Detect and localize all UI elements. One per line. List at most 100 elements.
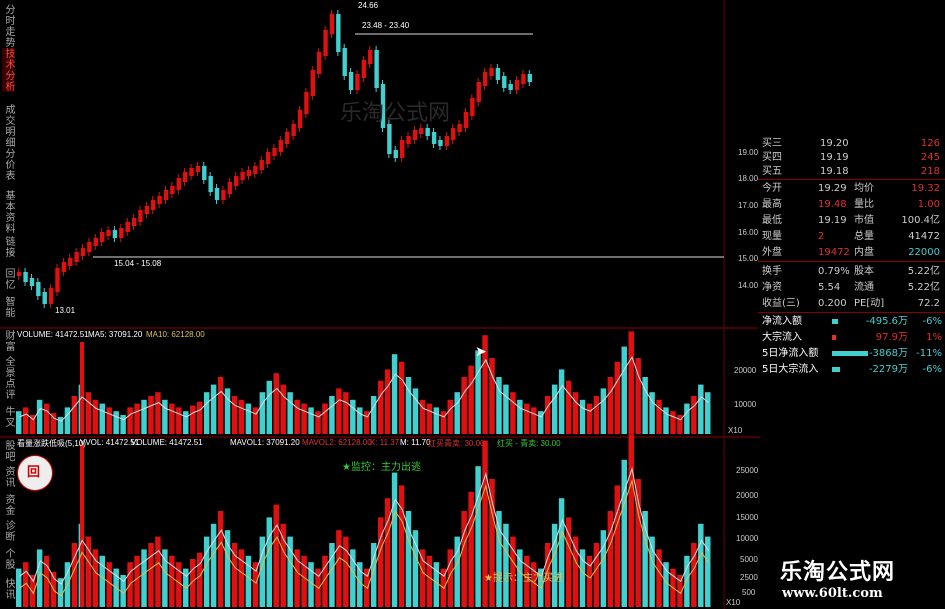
tab-7[interactable]: 智能 <box>3 296 14 318</box>
volume-bar <box>336 388 342 434</box>
volume-bar <box>141 399 147 434</box>
stat-value: 19.32 <box>911 183 940 194</box>
indicator-tick: 500 <box>742 588 756 597</box>
stat-label: 收益(三) <box>762 298 800 309</box>
candle-body <box>259 160 264 170</box>
tab-15[interactable]: 诊断 <box>3 520 14 542</box>
candle-body <box>291 124 296 136</box>
volume-bar <box>579 399 586 434</box>
tab-9[interactable]: 全景 <box>3 356 14 378</box>
k-readout: K: 11.37 <box>370 438 400 447</box>
flow-bar <box>832 335 836 340</box>
indicator-bar <box>454 536 460 607</box>
volume-bar <box>496 377 502 434</box>
flow-row: 大宗流入 97.9万 1% <box>762 330 944 345</box>
indicator-bar <box>294 549 300 607</box>
volume-bar <box>586 403 593 434</box>
indicator-bar <box>663 562 669 607</box>
flow-row: 5日大宗流入 -2279万 -6% <box>762 362 944 377</box>
tab-3[interactable]: 分价表 <box>3 148 14 181</box>
indicator-bar <box>245 555 252 607</box>
tab-10[interactable]: 点评 <box>3 378 14 400</box>
indicator-bar <box>496 511 502 607</box>
tab-14[interactable]: 资金 <box>3 494 14 516</box>
stat-row: 现量 2 总量 41472 <box>762 229 944 244</box>
indicator-bar <box>238 549 245 607</box>
indicator-bar <box>120 575 126 607</box>
candle-body <box>234 176 239 186</box>
candle-body <box>202 166 207 180</box>
candle-body <box>170 186 175 194</box>
volume-bar <box>565 380 572 434</box>
indicator-bar <box>677 575 683 607</box>
volume-bar <box>468 365 474 434</box>
tab-17[interactable]: 快讯 <box>3 578 14 600</box>
tab-8[interactable]: 财富 <box>3 330 14 352</box>
stat-label: 总量 <box>854 231 874 242</box>
candle-body <box>374 50 379 88</box>
stat-label: 换手 <box>762 266 782 277</box>
volume-bar <box>628 331 634 434</box>
volume-bar <box>663 407 669 434</box>
tab-5[interactable]: 链接 <box>3 236 14 258</box>
volume-ma-line <box>19 355 709 422</box>
indicator-bar <box>524 555 530 607</box>
volume-bar <box>266 380 273 434</box>
indicator-bar <box>565 517 572 607</box>
price-tick: 16.00 <box>738 228 759 237</box>
candle-body <box>17 272 22 276</box>
tab-12[interactable]: 股吧 <box>3 440 14 462</box>
indicator-bar <box>134 555 140 607</box>
tab-0[interactable]: 分时走势 <box>3 4 14 48</box>
stat-value: 1.00 <box>917 199 940 210</box>
quote-divider <box>758 179 945 180</box>
volume-bar <box>127 407 133 434</box>
tab-2[interactable]: 成交明细 <box>3 104 14 148</box>
volume-bar <box>600 388 607 434</box>
stat-value: 19.48 <box>818 199 847 210</box>
indicator-ma-line-1 <box>19 466 709 585</box>
indicator-bar <box>433 562 440 607</box>
flow-row: 净流入额 -495.6万 -6% <box>762 314 944 329</box>
tab-13[interactable]: 资讯 <box>3 466 14 488</box>
tab-16[interactable]: 个股 <box>3 548 14 570</box>
candle-body <box>323 30 328 56</box>
indicator-bar <box>635 479 641 607</box>
indicator-tick: 25000 <box>736 466 759 475</box>
candle-body <box>265 152 271 164</box>
volume-bar <box>238 399 245 434</box>
volume-tick: 10000 <box>734 400 757 409</box>
volume-bar <box>343 392 349 434</box>
volume-bar <box>322 403 328 434</box>
red-buy-readout: 红买青卖: 30.00 <box>428 439 485 448</box>
bid-price: 19.18 <box>820 166 849 177</box>
indicator-bar <box>426 555 433 607</box>
volume-bar <box>113 411 119 434</box>
indicator-bar <box>607 511 614 607</box>
tab-1[interactable]: 技术分析 <box>2 48 14 92</box>
indicator-bar <box>57 578 64 607</box>
candle-body <box>23 272 28 282</box>
indicator-bar <box>398 485 405 607</box>
volume-bar <box>315 411 321 434</box>
candle-body <box>304 92 309 114</box>
indicator-unit: X10 <box>726 598 741 607</box>
tab-6[interactable]: 回忆 <box>3 268 14 290</box>
indicator-bar <box>503 523 509 607</box>
flow-value: -2279万 <box>868 364 908 375</box>
candle-body <box>502 76 507 88</box>
flow-label: 5日净流入额 <box>762 348 819 359</box>
tab-11[interactable]: 牛叉 <box>3 406 14 428</box>
stat-label: 今开 <box>762 183 782 194</box>
tab-4[interactable]: 基本资料 <box>3 190 14 234</box>
flow-label: 大宗流入 <box>762 332 802 343</box>
indicator-tick: 20000 <box>736 491 759 500</box>
flow-pct: -6% <box>922 364 942 375</box>
stat-value: 22000 <box>908 247 940 258</box>
volume-bar <box>475 350 481 434</box>
vvol-readout: VVOL: 41472.51 <box>80 438 140 447</box>
candle-body <box>253 166 258 174</box>
high-price-label: 24.66 <box>358 1 379 10</box>
volume-bar <box>217 377 224 434</box>
